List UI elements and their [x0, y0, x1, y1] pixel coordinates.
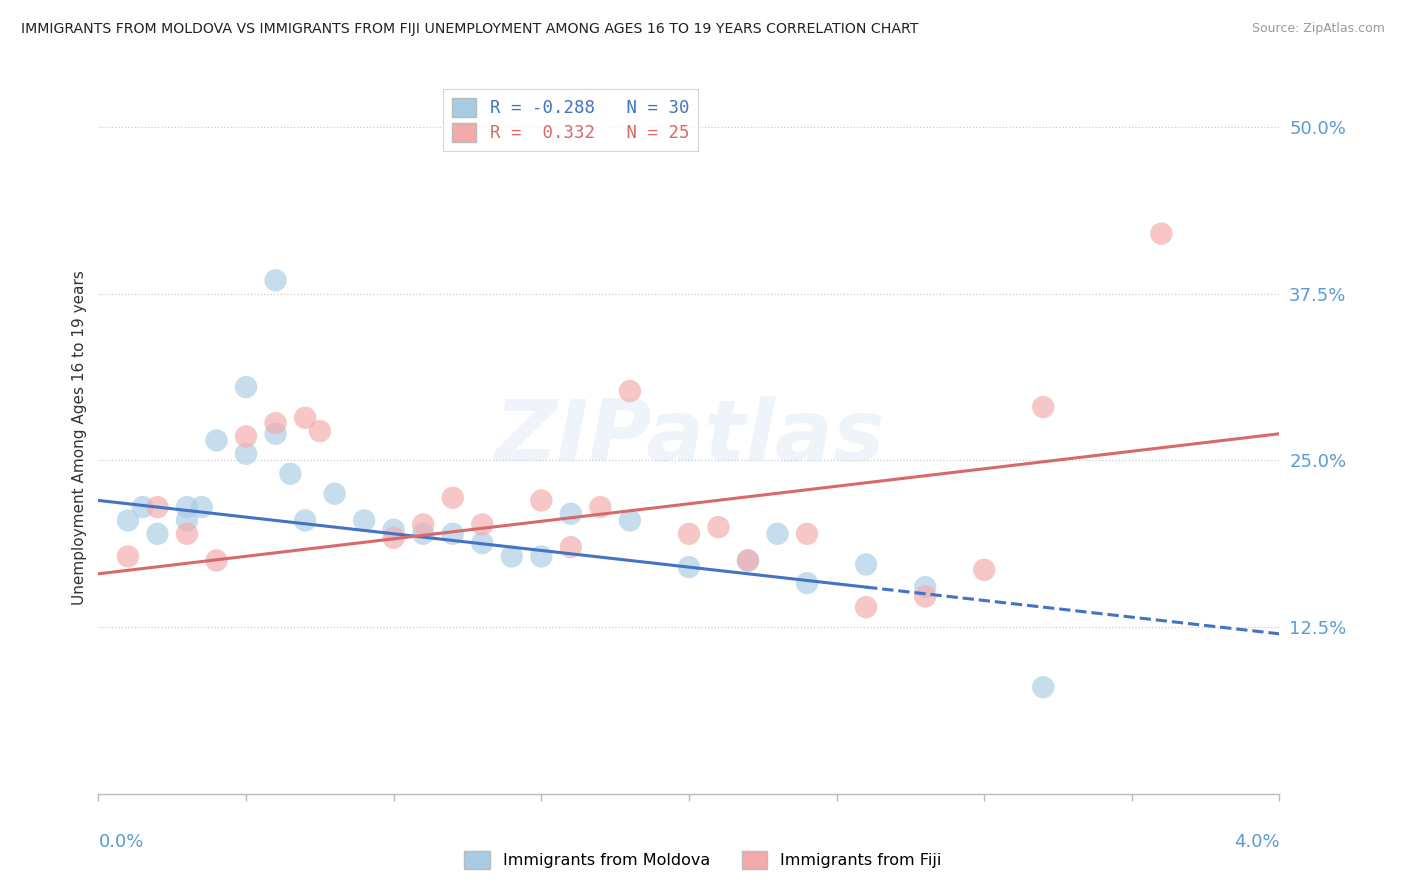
Point [796, 526, 818, 541]
Point [619, 384, 641, 398]
Point [1032, 680, 1054, 694]
Point [707, 520, 730, 534]
Point [235, 429, 257, 443]
Point [973, 563, 995, 577]
Point [176, 526, 198, 541]
Point [855, 600, 877, 615]
Point [1150, 227, 1173, 241]
Point [191, 500, 214, 515]
Point [530, 493, 553, 508]
Point [1032, 400, 1054, 414]
Text: Source: ZipAtlas.com: Source: ZipAtlas.com [1251, 22, 1385, 36]
Point [280, 467, 302, 481]
Point [737, 553, 759, 567]
Point [589, 500, 612, 515]
Text: 0.0%: 0.0% [98, 833, 143, 851]
Point [117, 513, 139, 527]
Point [176, 513, 198, 527]
Point [323, 487, 346, 501]
Legend: Immigrants from Moldova, Immigrants from Fiji: Immigrants from Moldova, Immigrants from… [458, 845, 948, 875]
Point [855, 558, 877, 572]
Point [412, 526, 434, 541]
Point [412, 517, 434, 532]
Point [353, 513, 375, 527]
Point [264, 416, 287, 430]
Point [501, 549, 523, 564]
Point [619, 513, 641, 527]
Point [146, 526, 169, 541]
Point [382, 531, 405, 545]
Point [560, 507, 582, 521]
Point [235, 380, 257, 394]
Point [914, 580, 936, 594]
Point [766, 526, 789, 541]
Point [441, 526, 464, 541]
Text: IMMIGRANTS FROM MOLDOVA VS IMMIGRANTS FROM FIJI UNEMPLOYMENT AMONG AGES 16 TO 19: IMMIGRANTS FROM MOLDOVA VS IMMIGRANTS FR… [21, 22, 918, 37]
Point [205, 553, 228, 567]
Text: ZIPatlas: ZIPatlas [494, 395, 884, 479]
Point [382, 523, 405, 537]
Point [294, 513, 316, 527]
Point [796, 576, 818, 591]
Point [235, 447, 257, 461]
Point [294, 410, 316, 425]
Point [117, 549, 139, 564]
Point [530, 549, 553, 564]
Legend: R = -0.288   N = 30, R =  0.332   N = 25: R = -0.288 N = 30, R = 0.332 N = 25 [443, 89, 699, 151]
Point [560, 540, 582, 554]
Point [914, 590, 936, 604]
Point [471, 517, 494, 532]
Point [264, 426, 287, 441]
Point [678, 560, 700, 574]
Point [205, 434, 228, 448]
Point [264, 273, 287, 287]
Point [176, 500, 198, 515]
Point [471, 536, 494, 550]
Point [132, 500, 155, 515]
Y-axis label: Unemployment Among Ages 16 to 19 years: Unemployment Among Ages 16 to 19 years [72, 269, 87, 605]
Point [737, 553, 759, 567]
Point [309, 424, 332, 438]
Point [441, 491, 464, 505]
Text: 4.0%: 4.0% [1234, 833, 1279, 851]
Point [146, 500, 169, 515]
Point [678, 526, 700, 541]
